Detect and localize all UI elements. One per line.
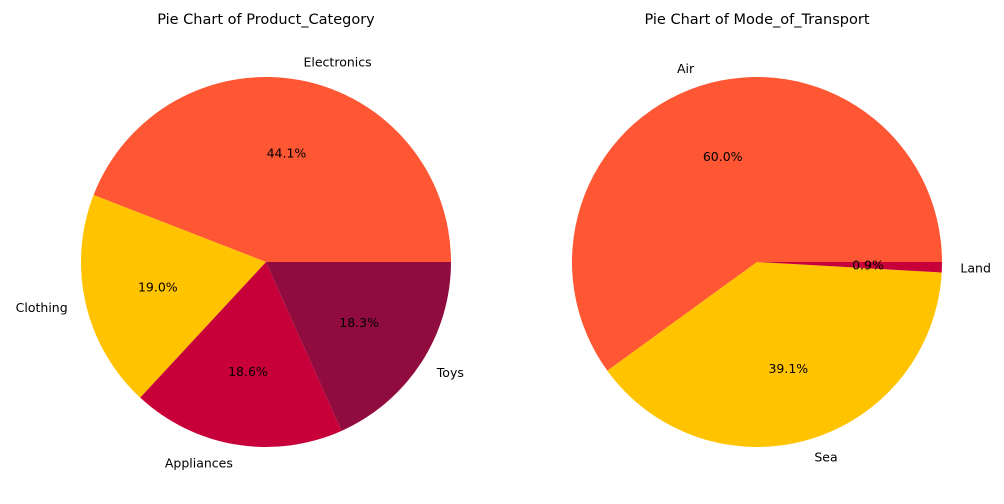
pct-label-sea: 39.1% [768, 361, 808, 376]
pct-label-clothing: 19.0% [138, 279, 178, 294]
pie-slice-land [757, 262, 942, 273]
slice-label-appliances: Appliances [165, 455, 233, 470]
pie-slice-toys [266, 262, 451, 431]
pie-slice-air [572, 77, 942, 371]
chart-title: Pie Chart of Mode_of_Transport [644, 12, 869, 28]
slice-label-electronics: Electronics [304, 54, 372, 69]
pie-slice-appliances [140, 262, 342, 448]
pie-slice-electronics [93, 77, 452, 262]
pie-chart-product-category: Pie Chart of Product_Category Electronic… [16, 12, 464, 470]
slice-label-air: Air [677, 61, 695, 76]
slice-label-land: Land [960, 260, 990, 275]
chart-title: Pie Chart of Product_Category [157, 12, 375, 28]
pie-chart-mode-of-transport: Pie Chart of Mode_of_Transport Air 60.0% S… [572, 12, 991, 465]
pct-label-electronics: 44.1% [267, 145, 307, 160]
pct-label-land: 0.9% [852, 258, 884, 273]
slice-label-clothing: Clothing [16, 300, 68, 315]
slice-label-sea: Sea [814, 450, 837, 465]
pie-slice-sea [607, 262, 942, 447]
pct-label-toys: 18.3% [339, 315, 379, 330]
slice-label-toys: Toys [436, 365, 464, 380]
pct-label-air: 60.0% [703, 149, 743, 164]
pct-label-appliances: 18.6% [228, 364, 268, 379]
pie-slice-clothing [80, 194, 267, 398]
